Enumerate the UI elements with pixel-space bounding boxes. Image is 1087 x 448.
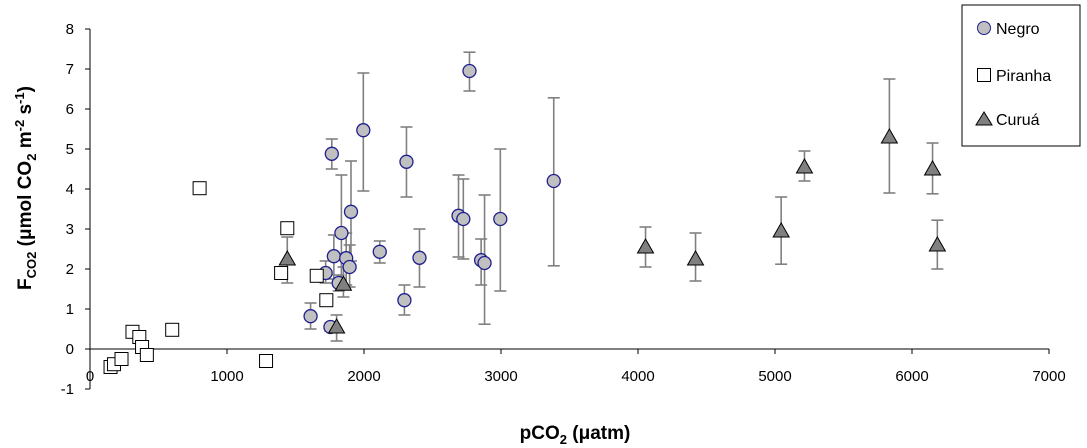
x-tick-label: 4000 (621, 368, 654, 385)
x-tick-label: 1000 (210, 368, 243, 385)
y-tick-label: -1 (61, 381, 74, 398)
data-point-negro (372, 244, 387, 259)
y-tick-label: 1 (66, 301, 74, 318)
data-point-negro (477, 255, 492, 271)
y-tick-label: 6 (66, 101, 74, 118)
data-point-curua (795, 157, 814, 174)
x-tick-label: 6000 (895, 368, 928, 385)
x-tick-label: 7000 (1032, 368, 1065, 385)
data-point-piranha (274, 266, 289, 280)
legend-piranha-marker (977, 68, 991, 82)
x-axis-title: pCO2 (μatm) (520, 423, 631, 447)
data-point-negro (324, 146, 339, 161)
data-point-curua (636, 237, 655, 254)
data-point-negro (343, 204, 359, 219)
data-point-curua (327, 317, 346, 334)
data-point-curua (278, 249, 297, 266)
legend-curua-marker (975, 111, 993, 126)
x-tick-label: 5000 (758, 368, 791, 385)
data-point-piranha (165, 322, 180, 337)
data-point-piranha (139, 348, 154, 362)
data-point-curua (334, 275, 353, 291)
y-tick-label: 0 (66, 341, 74, 358)
y-tick-label: 7 (66, 61, 74, 78)
data-point-piranha (280, 221, 295, 236)
data-point-negro (303, 309, 318, 324)
data-point-piranha (259, 354, 274, 368)
x-axis-ticks: 0 1000 2000 3000 4000 5000 6000 7000 (86, 349, 1066, 385)
x-tick-label: 3000 (484, 368, 517, 385)
legend-negro-marker (977, 21, 991, 35)
data-point-negro (456, 211, 471, 227)
data-point-negro (399, 154, 414, 169)
data-point-negro (334, 225, 349, 241)
data-point-piranha (309, 268, 324, 283)
legend-negro-label: Negro (996, 21, 1040, 38)
data-point-negro (356, 123, 371, 138)
data-point-curua (923, 159, 942, 176)
data-point-negro (546, 173, 561, 189)
y-axis-title: FCO2 (μmol CO2 m-2 s-1) (12, 86, 39, 290)
error-bars (110, 51, 944, 370)
data-point-negro (397, 293, 412, 308)
data-point-curua (772, 221, 791, 238)
data-point-negro (326, 249, 342, 264)
x-tick-label: 2000 (347, 368, 380, 385)
data-point-negro (412, 250, 427, 265)
data-point-piranha (114, 352, 129, 366)
y-tick-label: 4 (66, 181, 74, 198)
data-point-negro (493, 211, 508, 227)
y-tick-label: 2 (66, 261, 74, 278)
legend-curua-label: Curuá (996, 112, 1040, 129)
data-point-curua (880, 127, 899, 144)
y-tick-label: 5 (66, 141, 74, 158)
legend-piranha-label: Piranha (996, 68, 1051, 85)
y-tick-label: 3 (66, 221, 74, 238)
data-point-curua (686, 249, 705, 266)
data-point-negro (462, 63, 477, 79)
x-tick-label: 0 (86, 368, 94, 385)
data-point-curua (928, 235, 947, 252)
data-markers (103, 63, 947, 374)
data-point-piranha (319, 293, 334, 308)
y-axis-ticks: -1 0 1 2 3 4 5 6 7 8 (61, 21, 90, 398)
axes (89, 29, 1049, 389)
data-point-piranha (192, 181, 207, 196)
y-tick-label: 8 (66, 21, 74, 38)
data-point-negro (342, 259, 357, 275)
legend: Negro Piranha Curuá (961, 4, 1081, 147)
